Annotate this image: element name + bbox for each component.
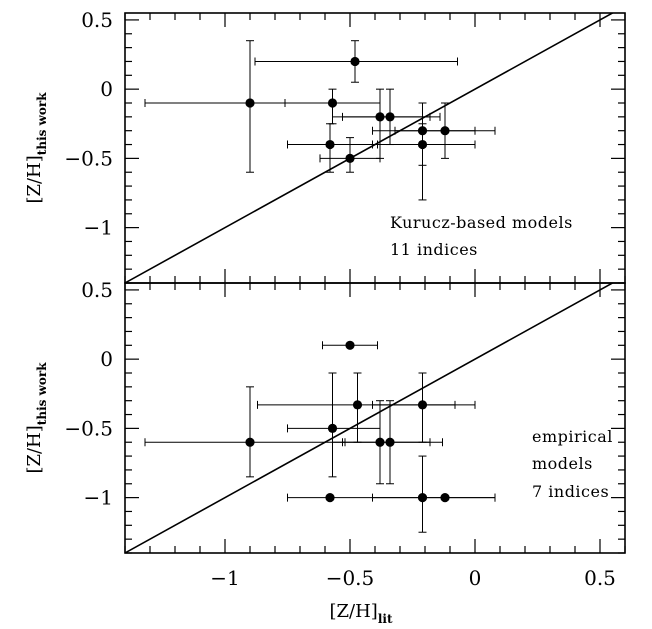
data-point: [417, 139, 428, 150]
y-axis-title-main: [Z/H]: [24, 425, 45, 473]
y-tick-label: −0.5: [64, 146, 113, 170]
panel-top: 0.5 0 −0.5 −1 [Z/H]this work Kurucz-based mod…: [24, 8, 626, 284]
y-axis-title: [Z/H]this work: [24, 92, 49, 204]
panel-frame: [124, 12, 626, 284]
data-point: [245, 437, 255, 447]
data-point: [350, 56, 360, 67]
data-point: [327, 423, 338, 433]
x-axis-title-main: [Z/H]: [330, 601, 378, 622]
annotation-line: empirical: [532, 427, 613, 446]
y-tick-label: −0.5: [64, 416, 113, 440]
panel-bottom: 0.50−0.5−1−1 −0.5 0 0.5[Z/H]this work[Z/H]l…: [24, 278, 626, 626]
data-point: [417, 400, 428, 410]
data-point: [352, 400, 363, 410]
y-axis-title: [Z/H]this work: [24, 362, 49, 474]
data-point: [245, 98, 255, 108]
x-tick-label: 0: [469, 566, 482, 590]
annotation-line: models: [532, 454, 593, 473]
annotation-line: 7 indices: [532, 482, 609, 501]
data-point: [327, 98, 338, 108]
x-tick-label: −1: [210, 566, 239, 590]
data-point: [325, 139, 335, 150]
data-point: [345, 153, 355, 163]
y-tick-label: 0: [100, 347, 113, 371]
x-axis-title: [Z/H]lit: [330, 601, 393, 626]
y-tick-label: −1: [84, 216, 113, 240]
one-to-one-line: [125, 13, 615, 283]
data-point: [385, 112, 395, 122]
x-tick-label: 0.5: [584, 566, 616, 590]
data-point: [440, 126, 450, 136]
annotation-line: 11 indices: [390, 240, 478, 259]
y-tick-label: 0.5: [81, 278, 113, 302]
y-axis-title-sub: this work: [35, 362, 49, 425]
data-point: [345, 340, 355, 350]
y-tick-label: 0.5: [81, 8, 113, 32]
panel-frame: [124, 282, 626, 554]
data-point: [385, 437, 395, 447]
x-tick-label: −0.5: [326, 566, 375, 590]
y-axis-title-main: [Z/H]: [24, 155, 45, 203]
annotation-line: Kurucz-based models: [390, 213, 573, 232]
x-axis-title-sub: lit: [378, 612, 393, 626]
y-tick-label: 0: [100, 77, 113, 101]
data-point: [440, 493, 450, 503]
y-axis-title-sub: this work: [35, 92, 49, 155]
y-tick-label: −1: [84, 486, 113, 510]
